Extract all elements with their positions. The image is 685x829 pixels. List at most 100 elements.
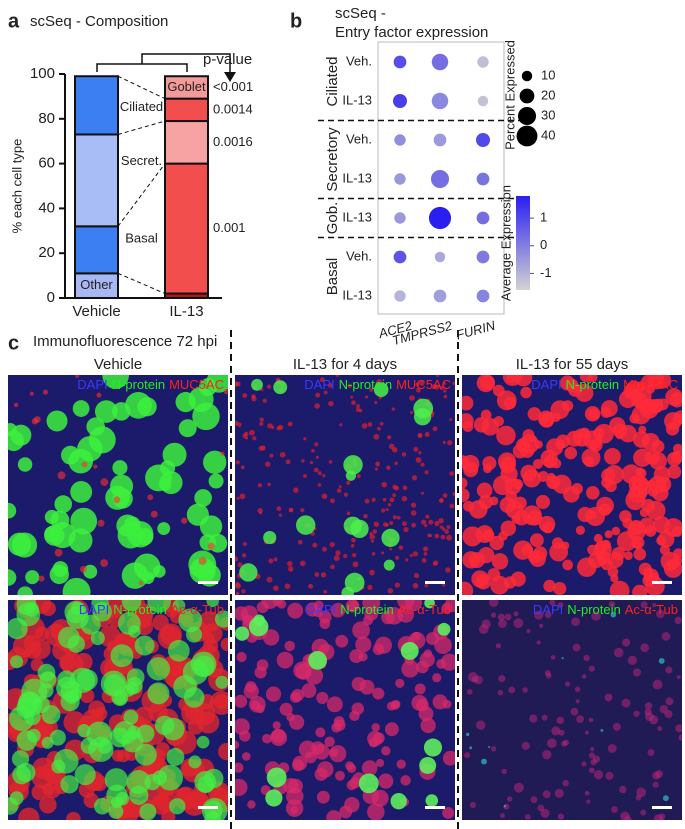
cell-blob (96, 392, 102, 398)
cell-blob (42, 783, 55, 796)
cell-blob (323, 390, 328, 395)
cell-blob (476, 720, 486, 730)
dot (477, 95, 489, 107)
cell-blob (93, 797, 111, 815)
cell-blob (490, 746, 497, 752)
cell-blob (363, 513, 368, 519)
stain-legend: DAPI N-protein Ac-α-Tub (79, 602, 224, 617)
cell-blob (190, 651, 217, 678)
cell-blob (157, 764, 184, 791)
cell-blob (581, 761, 587, 767)
p-label: p-value (203, 51, 252, 68)
cell-blob (114, 692, 127, 706)
cell-blob (424, 470, 429, 475)
cell-blob (265, 461, 271, 467)
stain-label: Ac-α-Tub (625, 602, 678, 617)
y-tick-label: 60 (38, 155, 55, 172)
cell-blob (475, 574, 491, 590)
cell-blob (513, 611, 519, 617)
cell-blob (665, 697, 674, 706)
cell-blob (557, 813, 565, 820)
cell-blob (673, 410, 682, 424)
cell-blob (530, 796, 538, 804)
cell-blob (110, 644, 134, 668)
cell-blob (528, 434, 537, 443)
cell-blob (462, 581, 474, 595)
cell-blob (513, 782, 524, 793)
cell-blob (604, 530, 613, 539)
cell-blob (279, 451, 286, 458)
dot (476, 172, 490, 186)
cell-blob (410, 510, 417, 516)
cell-blob (178, 608, 203, 633)
cell-blob (641, 432, 660, 451)
cell-blob (335, 550, 341, 556)
cell-blob (8, 797, 19, 815)
cell-blob (369, 534, 376, 540)
cell-blob (394, 582, 401, 588)
cell-blob (469, 801, 477, 809)
cell-blob (401, 495, 408, 502)
cell-blob (253, 614, 265, 626)
cell-blob (215, 675, 228, 689)
cell-blob (356, 404, 361, 409)
cell-blob (287, 421, 293, 427)
cell-blob (488, 600, 499, 608)
cell-blob (237, 562, 243, 568)
cell-blob (590, 747, 595, 752)
cell-blob (93, 464, 98, 469)
cell-blob (206, 375, 228, 393)
cell-blob (364, 395, 369, 399)
cell-blob (678, 734, 682, 741)
cell-blob (400, 641, 419, 660)
connector (117, 163, 166, 227)
cell-blob (429, 534, 433, 538)
cell-blob (172, 600, 186, 612)
cell-blob (497, 689, 504, 696)
cell-blob (39, 796, 57, 814)
cell-blob (367, 584, 373, 591)
cell-blob (632, 668, 642, 677)
legend-dot (517, 106, 537, 126)
cell-blob (66, 811, 81, 820)
cell-blob (259, 417, 264, 422)
cell-blob (235, 460, 240, 465)
plot-frame (377, 41, 505, 315)
cell-blob (512, 478, 524, 490)
cell-blob (554, 788, 564, 798)
cell-blob (522, 469, 541, 488)
cell-blob (462, 395, 474, 411)
cell-blob (469, 746, 473, 750)
cell-blob (593, 533, 603, 543)
cell-blob (17, 586, 33, 595)
cell-blob (192, 402, 220, 431)
cell-blob (79, 565, 87, 573)
cell-blob (121, 600, 142, 612)
cell-blob (371, 723, 380, 732)
cell-blob (600, 728, 604, 732)
cell-blob (242, 542, 247, 546)
cell-blob (278, 513, 283, 517)
cell-blob (584, 790, 590, 796)
column-header: Vehicle (94, 356, 142, 373)
scale-bar (425, 581, 445, 584)
cell-blob (384, 722, 399, 737)
cell-blob (465, 732, 470, 737)
cell-blob (314, 767, 328, 781)
cell-blob (287, 566, 294, 572)
cell-blob (432, 673, 442, 683)
cell-blob (237, 422, 242, 427)
cell-blob (68, 448, 94, 474)
cell-blob (585, 506, 606, 527)
cell-blob (351, 400, 356, 406)
cell-blob (449, 418, 453, 422)
dot (393, 55, 407, 69)
cell-blob (506, 375, 516, 383)
cell-blob (272, 600, 283, 607)
cell-blob (194, 489, 212, 507)
cell-blob (76, 669, 98, 691)
cell-blob (392, 484, 398, 490)
cell-blob (481, 619, 491, 629)
cell-blob (103, 674, 126, 696)
cell-blob (516, 438, 530, 452)
